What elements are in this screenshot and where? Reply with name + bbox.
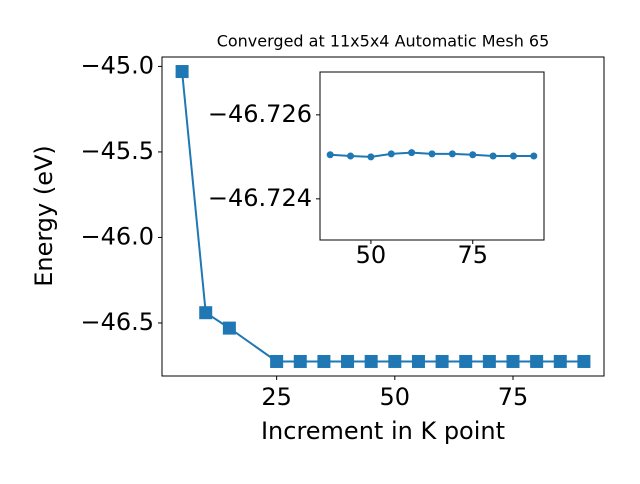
y-axis-label: Energy (eV) (30, 145, 58, 287)
y-tick-label: −46.724 (208, 184, 312, 212)
y-tick-label: −46.0 (80, 222, 154, 250)
data-marker (367, 153, 375, 161)
data-marker (428, 150, 436, 158)
data-marker (387, 150, 395, 158)
x-tick-label: 75 (498, 383, 529, 411)
y-tick-label: −46.726 (208, 100, 312, 128)
data-marker (411, 354, 425, 368)
data-marker (469, 151, 477, 159)
data-marker (448, 150, 456, 158)
data-marker (408, 149, 416, 157)
data-marker (577, 354, 591, 368)
data-marker (489, 152, 497, 160)
y-tick-label: −46.5 (80, 308, 154, 336)
data-marker (326, 151, 334, 159)
x-tick-label: 50 (380, 383, 411, 411)
data-marker (317, 354, 331, 368)
data-marker (364, 354, 378, 368)
data-marker (482, 354, 496, 368)
x-tick-label: 25 (261, 383, 292, 411)
data-marker (509, 152, 517, 160)
data-marker (530, 152, 538, 160)
data-marker (459, 354, 473, 368)
x-tick-label: 50 (356, 241, 387, 269)
data-marker (199, 306, 213, 320)
data-marker (341, 354, 355, 368)
data-marker (347, 152, 355, 160)
data-marker (506, 354, 520, 368)
data-marker (293, 354, 307, 368)
data-marker (388, 354, 402, 368)
x-axis-label: Increment in K point (261, 417, 505, 445)
data-marker (530, 354, 544, 368)
data-marker (222, 321, 236, 335)
data-marker (270, 354, 284, 368)
data-marker (175, 65, 189, 79)
chart-title: Converged at 11x5x4 Automatic Mesh 65 (217, 32, 550, 51)
y-tick-label: −45.0 (80, 51, 154, 79)
data-marker (435, 354, 449, 368)
y-tick-label: −45.5 (80, 137, 154, 165)
data-marker (553, 354, 567, 368)
x-tick-label: 75 (457, 241, 488, 269)
